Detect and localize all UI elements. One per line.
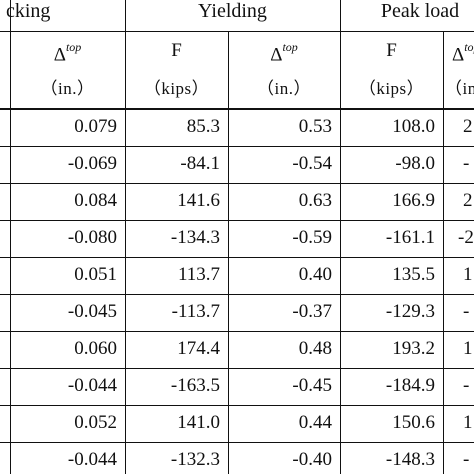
row-rule — [0, 146, 474, 147]
group-header-yielding: Yielding — [198, 0, 267, 22]
group-header-cracking: cking — [6, 0, 51, 22]
yielding-delta-cell: 0.40 — [298, 264, 332, 285]
yielding-delta-cell: 0.48 — [298, 338, 332, 359]
yielding-force-cell: -134.3 — [170, 227, 220, 248]
unit-peak-delta-partial: （in — [445, 79, 474, 98]
cracking-delta-cell: -0.069 — [67, 153, 117, 174]
cracking-delta-cell: -0.045 — [67, 301, 117, 322]
row-rule — [0, 183, 474, 184]
peak-delta-partial-cell: 2 — [463, 190, 473, 211]
unit-cracking-delta: （in.） — [40, 79, 95, 98]
cracking-delta-cell: 0.051 — [74, 264, 117, 285]
yielding-delta-cell: 0.44 — [298, 412, 332, 433]
peak-delta-partial-cell: - — [463, 301, 470, 322]
row-rule — [0, 368, 474, 369]
yielding-force-cell: -113.7 — [171, 301, 220, 322]
yielding-delta-cell: -0.45 — [292, 375, 332, 396]
unit-yielding-force: （kips） — [143, 79, 210, 98]
yielding-force-cell: 85.3 — [186, 116, 220, 137]
cracking-delta-cell: -0.044 — [67, 375, 117, 396]
col-header-yielding-force: F — [171, 40, 182, 61]
yielding-delta-cell: -0.37 — [292, 301, 332, 322]
col-header-yielding-delta: Δtop — [270, 40, 298, 66]
row-rule — [0, 405, 474, 406]
peak-force-cell: 193.2 — [392, 338, 435, 359]
peak-force-cell: -148.3 — [385, 449, 435, 470]
yielding-force-cell: 141.0 — [177, 412, 220, 433]
yielding-force-cell: 174.4 — [177, 338, 220, 359]
unit-yielding-delta: （in.） — [257, 79, 311, 98]
yielding-delta-cell: 0.63 — [298, 190, 332, 211]
column-rule — [125, 0, 126, 474]
peak-delta-partial-cell: - — [463, 153, 470, 174]
peak-force-cell: 166.9 — [392, 190, 435, 211]
yielding-delta-cell: -0.54 — [292, 153, 332, 174]
row-rule — [0, 257, 474, 258]
cracking-delta-cell: 0.084 — [74, 190, 117, 211]
group-header-peak-load: Peak load — [380, 0, 460, 22]
cracking-delta-cell: 0.052 — [74, 412, 117, 433]
yielding-delta-cell: -0.59 — [292, 227, 332, 248]
header-group-rule — [0, 31, 474, 32]
cracking-delta-cell: -0.044 — [67, 449, 117, 470]
yielding-force-cell: -84.1 — [180, 153, 220, 174]
yielding-delta-cell: -0.40 — [292, 449, 332, 470]
peak-force-cell: -161.1 — [385, 227, 435, 248]
yielding-force-cell: -132.3 — [170, 449, 220, 470]
cracking-delta-cell: 0.079 — [74, 116, 117, 137]
peak-delta-partial-cell: 2 — [463, 116, 473, 137]
peak-delta-partial-cell: - — [463, 449, 470, 470]
peak-force-cell: 108.0 — [392, 116, 435, 137]
row-rule — [0, 442, 474, 443]
yielding-force-cell: 141.6 — [177, 190, 220, 211]
row-rule — [0, 294, 474, 295]
yielding-force-cell: 113.7 — [177, 264, 220, 285]
yielding-force-cell: -163.5 — [170, 375, 220, 396]
row-rule — [0, 331, 474, 332]
column-rule — [443, 31, 444, 474]
header-bottom-rule — [0, 108, 474, 110]
col-header-peak-delta-partial: Δtop — [452, 40, 474, 66]
peak-delta-partial-cell: 1 — [463, 412, 473, 433]
peak-force-cell: 135.5 — [392, 264, 435, 285]
peak-delta-partial-cell: - — [463, 375, 470, 396]
column-rule — [228, 31, 229, 474]
peak-force-cell: -184.9 — [385, 375, 435, 396]
column-rule — [10, 0, 11, 474]
col-header-cracking-delta: Δtop — [53, 40, 82, 66]
column-rule — [340, 0, 341, 474]
peak-delta-partial-cell: 1 — [463, 264, 473, 285]
cracking-delta-cell: 0.060 — [74, 338, 117, 359]
col-header-peak-force: F — [386, 40, 397, 61]
peak-delta-partial-cell: 1 — [463, 338, 473, 359]
cracking-delta-cell: -0.080 — [67, 227, 117, 248]
peak-force-cell: -98.0 — [395, 153, 435, 174]
peak-force-cell: -129.3 — [385, 301, 435, 322]
unit-peak-force: （kips） — [358, 79, 425, 98]
row-rule — [0, 220, 474, 221]
peak-delta-partial-cell: -2 — [458, 227, 474, 248]
peak-force-cell: 150.6 — [392, 412, 435, 433]
yielding-delta-cell: 0.53 — [298, 116, 332, 137]
